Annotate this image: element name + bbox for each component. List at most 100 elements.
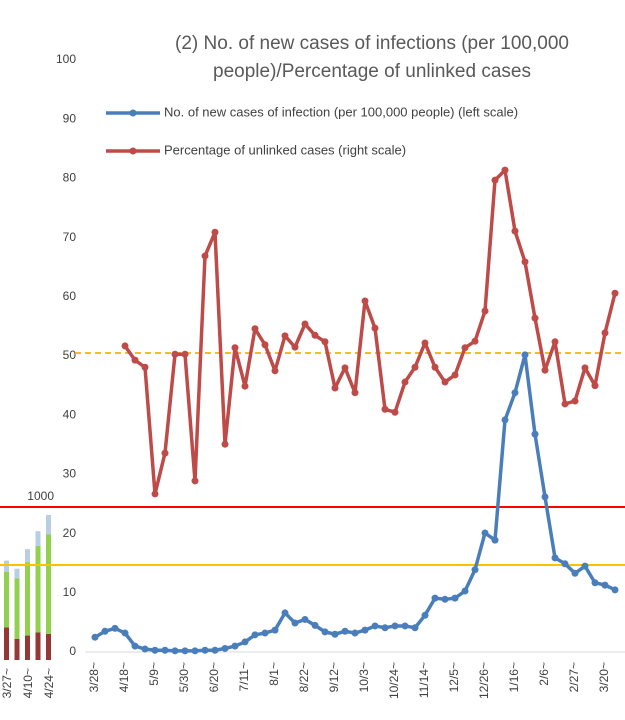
point	[611, 586, 619, 594]
y-tick-label: 100	[56, 52, 76, 66]
point	[611, 289, 619, 297]
legend-marker	[129, 109, 137, 117]
point	[141, 645, 149, 653]
bar-segment	[25, 549, 30, 563]
point	[601, 329, 609, 337]
point	[161, 646, 169, 654]
bar-segment	[35, 545, 41, 633]
point	[371, 324, 379, 332]
bar-segment	[14, 638, 20, 660]
point	[171, 350, 179, 358]
point	[421, 611, 429, 619]
x-tick-label: 8/1~	[267, 662, 281, 686]
y-tick-label: 90	[63, 111, 77, 125]
legend-marker	[129, 147, 137, 155]
series-line	[94, 353, 616, 653]
point	[281, 332, 289, 340]
point	[111, 624, 119, 632]
point	[461, 344, 469, 352]
point	[121, 629, 129, 637]
point	[211, 646, 219, 654]
point	[541, 493, 549, 501]
point	[331, 630, 339, 638]
x-tick-label: 6/20~	[207, 662, 221, 692]
point	[131, 356, 139, 364]
point	[261, 629, 269, 637]
x-tick-label: 11/14~	[417, 662, 431, 698]
point	[451, 371, 459, 379]
point	[191, 477, 199, 485]
x-tick-label: 5/30~	[177, 662, 191, 692]
point	[391, 408, 399, 416]
point	[361, 297, 369, 305]
point	[531, 430, 539, 438]
point	[601, 581, 609, 589]
x-tick-label: 3/20~	[597, 662, 611, 692]
x-tick-label: 3/27~	[0, 668, 14, 698]
point	[581, 562, 589, 570]
point	[181, 647, 189, 655]
point	[141, 363, 149, 371]
point	[201, 646, 209, 654]
point	[291, 343, 299, 351]
point	[551, 554, 559, 562]
point	[401, 622, 409, 630]
series-line	[123, 168, 617, 496]
point	[541, 366, 549, 374]
point	[101, 627, 109, 635]
legend-label: No. of new cases of infection (per 100,0…	[164, 104, 518, 119]
point	[451, 594, 459, 602]
point	[321, 628, 329, 636]
bar-segment	[4, 560, 9, 572]
point	[241, 382, 249, 390]
point	[521, 351, 529, 359]
point	[321, 338, 329, 346]
point	[561, 400, 569, 408]
point	[511, 227, 519, 235]
point	[381, 405, 389, 413]
point	[331, 384, 339, 392]
x-tick-label: 4/24~	[42, 668, 56, 698]
point	[521, 258, 529, 266]
point	[211, 228, 219, 236]
point	[281, 609, 289, 617]
point	[241, 638, 249, 646]
x-tick-label: 3/28~	[87, 662, 101, 692]
y-tick-label: 1000	[27, 489, 54, 503]
y-tick-label: 70	[63, 230, 77, 244]
point	[351, 389, 359, 397]
bar-segment	[4, 571, 9, 628]
legend-label: Percentage of unlinked cases (right scal…	[164, 142, 406, 157]
y-tick-label: 20	[63, 526, 77, 540]
y-tick-label: 30	[63, 467, 77, 481]
chart-title: (2) No. of new cases of infections (per …	[175, 33, 569, 54]
point	[251, 325, 259, 333]
point	[271, 367, 279, 375]
point	[121, 342, 129, 350]
bar-segment	[14, 578, 20, 639]
x-tick-label: 5/9~	[147, 662, 161, 686]
point	[181, 350, 189, 358]
point	[551, 338, 559, 346]
y-tick-label: 0	[69, 644, 76, 658]
y-tick-label: 80	[63, 171, 77, 185]
bar-segment	[14, 568, 20, 579]
bar-segment	[25, 635, 30, 660]
point	[511, 389, 519, 397]
point	[311, 331, 319, 339]
point	[561, 560, 569, 568]
bar-segment	[4, 627, 9, 660]
point	[411, 363, 419, 371]
point	[341, 364, 349, 372]
y-tick-label: 60	[63, 289, 77, 303]
point	[441, 378, 449, 386]
point	[301, 615, 309, 623]
point	[531, 314, 539, 322]
point	[491, 536, 499, 544]
point	[371, 622, 379, 630]
point	[591, 579, 599, 587]
x-tick-label: 12/26~	[477, 662, 491, 699]
point	[571, 569, 579, 577]
point	[571, 397, 579, 405]
